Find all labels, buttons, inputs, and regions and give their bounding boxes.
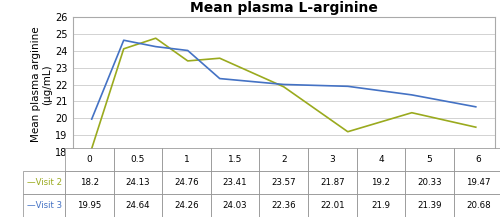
Visit 3: [345, 85, 351, 88]
Visit 2: [281, 85, 287, 88]
Visit 2: [184, 60, 190, 62]
Visit 3: [281, 83, 287, 86]
Line: Visit 2: Visit 2: [92, 38, 476, 149]
Visit 3: [409, 94, 415, 96]
Visit 2: [88, 147, 94, 150]
Visit 2: [345, 130, 351, 133]
Visit 3: [184, 49, 190, 52]
Visit 2: [120, 48, 126, 50]
Visit 3: [88, 118, 94, 120]
Visit 2: [409, 111, 415, 114]
Visit 3: [120, 39, 126, 41]
Legend: Visit 2, Visit 3: Visit 2, Visit 3: [396, 24, 488, 70]
Visit 3: [216, 77, 222, 80]
Line: Visit 3: Visit 3: [92, 40, 476, 119]
Y-axis label: Mean plasma arginine
(µg/mL): Mean plasma arginine (µg/mL): [31, 27, 52, 142]
Visit 2: [216, 57, 222, 59]
Title: Mean plasma L-arginine: Mean plasma L-arginine: [190, 1, 378, 15]
Visit 3: [473, 105, 479, 108]
Visit 3: [152, 45, 158, 48]
Visit 2: [152, 37, 158, 39]
Visit 2: [473, 126, 479, 128]
